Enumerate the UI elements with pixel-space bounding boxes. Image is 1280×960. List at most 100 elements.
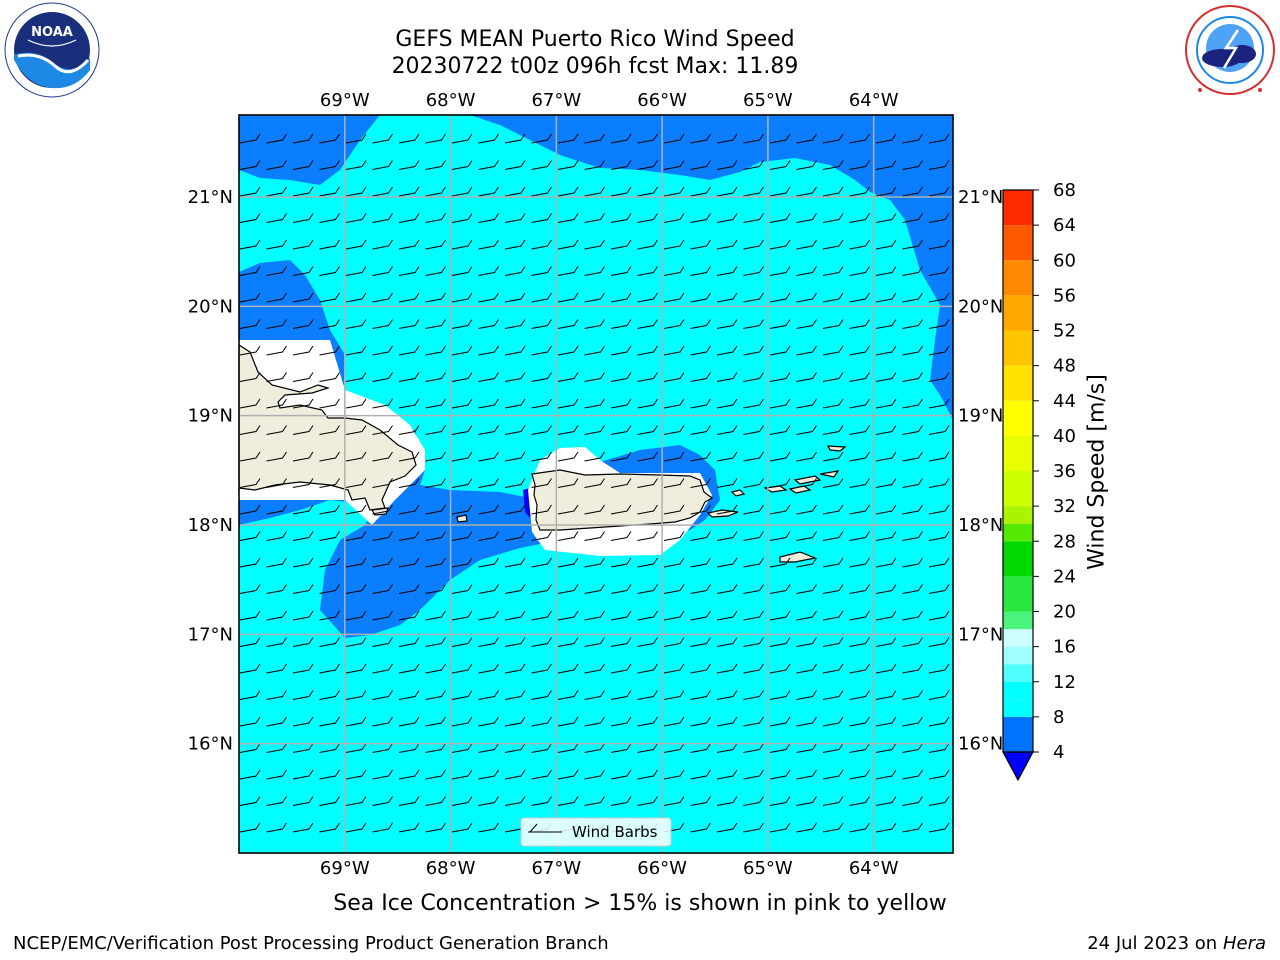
wind-barb bbox=[637, 610, 658, 621]
wind-barb bbox=[504, 266, 526, 276]
wind-barb bbox=[478, 822, 499, 833]
wind-barb bbox=[875, 743, 897, 753]
wind-barb bbox=[743, 372, 764, 382]
colorbar-band bbox=[1003, 435, 1033, 471]
wind-barb bbox=[716, 425, 738, 435]
wind-barb bbox=[584, 451, 605, 462]
wind-barb bbox=[478, 610, 499, 621]
wind-barb bbox=[743, 425, 764, 435]
wind-barb bbox=[584, 425, 605, 435]
wind-barb bbox=[292, 372, 314, 382]
wind-barb bbox=[796, 345, 817, 356]
wind-barb bbox=[690, 531, 711, 541]
wind-barb bbox=[372, 398, 393, 409]
wind-barb bbox=[610, 451, 632, 462]
wind-barb bbox=[743, 160, 764, 170]
wind-barb bbox=[292, 292, 314, 303]
wind-barb bbox=[822, 425, 844, 435]
wind-barb bbox=[504, 504, 526, 515]
wind-barb bbox=[875, 637, 897, 647]
wind-barb bbox=[504, 213, 526, 223]
wind-barb bbox=[769, 531, 791, 541]
wind-barb bbox=[875, 822, 897, 833]
wind-barb bbox=[875, 345, 897, 356]
wind-barb bbox=[557, 133, 579, 144]
wind-barb bbox=[743, 213, 764, 223]
wind-barb bbox=[796, 319, 817, 329]
wind-barb bbox=[372, 743, 393, 753]
wind-barb bbox=[584, 372, 605, 382]
wind-barb bbox=[902, 478, 923, 488]
lat-label-right: 18°N bbox=[958, 515, 1003, 536]
wind-barb bbox=[504, 796, 526, 806]
wind-barb bbox=[769, 160, 791, 170]
wind-barb bbox=[531, 584, 552, 594]
wind-barb bbox=[610, 186, 632, 197]
wind-barb bbox=[451, 663, 473, 674]
wind-barb bbox=[849, 319, 870, 329]
wind-barb bbox=[849, 743, 870, 753]
wind-barb bbox=[769, 345, 791, 356]
wind-barb bbox=[584, 743, 605, 753]
wind-barb bbox=[584, 239, 605, 250]
wind-barb bbox=[557, 504, 579, 515]
wind-barb bbox=[372, 478, 393, 488]
wind-barb bbox=[292, 769, 314, 780]
wind-barb bbox=[239, 292, 261, 303]
wind-barb bbox=[902, 345, 923, 356]
wind-barb bbox=[928, 610, 950, 621]
wind-barb bbox=[292, 345, 314, 356]
wind-barb bbox=[610, 610, 632, 621]
wind-barb bbox=[584, 769, 605, 780]
wind-barb bbox=[690, 637, 711, 647]
wind-barb bbox=[928, 504, 950, 515]
wind-barb bbox=[425, 372, 446, 382]
wind-barb bbox=[637, 743, 658, 753]
wind-barb bbox=[875, 133, 897, 144]
wind-barb bbox=[796, 610, 817, 621]
colorbar-tick-label: 48 bbox=[1053, 356, 1076, 377]
colorbar-band bbox=[1003, 365, 1033, 401]
wind-barb bbox=[425, 584, 446, 594]
wind-barb bbox=[557, 557, 579, 568]
wind-barb bbox=[557, 451, 579, 462]
wind-barb bbox=[478, 319, 499, 329]
wind-barb bbox=[239, 557, 261, 568]
wind-barb bbox=[902, 451, 923, 462]
wind-barb bbox=[928, 769, 950, 780]
wind-barb bbox=[875, 610, 897, 621]
wind-barb bbox=[928, 822, 950, 833]
wind-barb bbox=[637, 796, 658, 806]
wind-barb bbox=[319, 557, 340, 568]
wind-barb bbox=[902, 319, 923, 329]
wind-barb bbox=[372, 213, 393, 223]
wind-barb bbox=[504, 557, 526, 568]
wind-barb bbox=[478, 796, 499, 806]
wind-barb bbox=[928, 716, 950, 727]
wind-barb bbox=[663, 292, 685, 303]
wind-barb bbox=[637, 663, 658, 674]
wind-barb bbox=[610, 425, 632, 435]
wind-barb bbox=[769, 743, 791, 753]
wind-barb bbox=[372, 716, 393, 727]
wind-barb bbox=[239, 239, 261, 250]
latitude-labels-right: 21°N 20°N 19°N 18°N 17°N 16°N bbox=[958, 187, 1003, 755]
wind-barb bbox=[849, 584, 870, 594]
wind-barb bbox=[425, 213, 446, 223]
wind-barb bbox=[637, 637, 658, 647]
wind-barb bbox=[451, 213, 473, 223]
wind-barb bbox=[345, 239, 367, 250]
wind-barb bbox=[637, 292, 658, 303]
wind-barb bbox=[345, 584, 367, 594]
wind-barb bbox=[478, 213, 499, 223]
wind-barb bbox=[928, 372, 950, 382]
wind-barb bbox=[398, 531, 420, 541]
colorbar-tick-label: 36 bbox=[1053, 461, 1076, 482]
wind-barb bbox=[531, 372, 552, 382]
wind-barb bbox=[690, 319, 711, 329]
wind-barb bbox=[743, 504, 764, 515]
wind-barb bbox=[796, 690, 817, 700]
wind-barb bbox=[319, 398, 340, 409]
colorbar-tick-label: 28 bbox=[1053, 531, 1076, 552]
colorbar-tick-label: 24 bbox=[1053, 566, 1076, 587]
